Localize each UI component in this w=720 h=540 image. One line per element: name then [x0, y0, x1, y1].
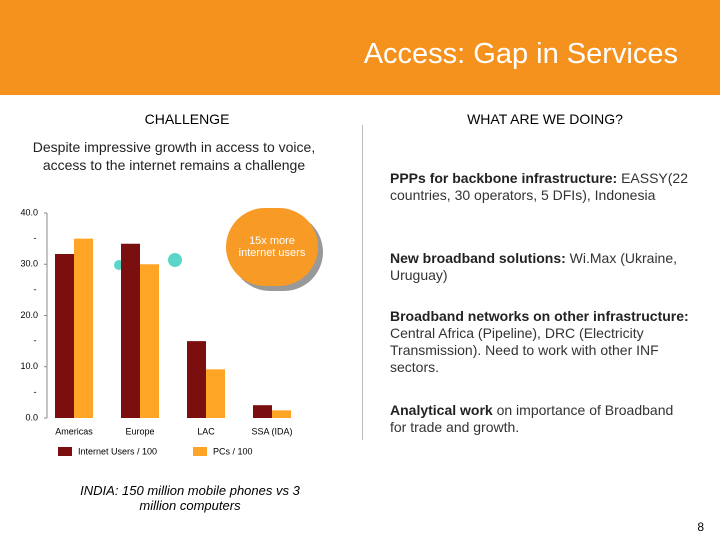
- x-tick-label: Europe: [125, 426, 154, 436]
- item-text: Wi.Max (Ukraine, Uruguay): [390, 250, 678, 283]
- y-minor-tick-label: -: [34, 387, 37, 397]
- action-item: Broadband networks on other infrastructu…: [390, 308, 690, 376]
- bar: [187, 341, 206, 418]
- action-item: PPPs for backbone infrastructure: EASSY(…: [390, 170, 690, 204]
- item-text: Central Africa (Pipeline), DRC (Electric…: [390, 325, 659, 375]
- x-tick-label: Americas: [55, 426, 93, 436]
- item-text: EASSY(22 countries, 30 operators, 5 DFIs…: [390, 170, 688, 203]
- bar: [121, 243, 140, 418]
- description: Despite impressive growth in access to v…: [32, 139, 316, 173]
- bar: [74, 238, 93, 418]
- action-item: New broadband solutions: Wi.Max (Ukraine…: [390, 250, 690, 284]
- y-minor-tick-label: -: [34, 284, 37, 294]
- y-tick-label: 10.0: [20, 361, 38, 371]
- slide-title: Access: Gap in Services: [363, 38, 678, 70]
- y-tick-label: 0.0: [25, 412, 38, 422]
- bar: [140, 264, 159, 418]
- bar: [272, 410, 291, 418]
- action-item: Analytical work on importance of Broadba…: [390, 402, 690, 436]
- bar: [55, 254, 74, 418]
- annotation: 15x more internet users: [226, 208, 318, 286]
- y-minor-tick-label: -: [34, 336, 37, 346]
- bar: [253, 405, 272, 418]
- decor: [168, 253, 182, 267]
- legend-label: PCs / 100: [213, 446, 253, 456]
- bar: [206, 369, 225, 418]
- item-label: Analytical work: [390, 402, 493, 418]
- y-minor-tick-label: -: [34, 233, 37, 243]
- y-tick-label: 30.0: [20, 259, 38, 269]
- right-heading: WHAT ARE WE DOING?: [467, 111, 623, 127]
- legend-swatch: [193, 447, 207, 456]
- item-label: PPPs for backbone infrastructure:: [390, 170, 618, 186]
- legend-label: Internet Users / 100: [78, 446, 157, 456]
- header-bar: Access: Gap in Services: [0, 0, 720, 95]
- divider: [362, 125, 363, 440]
- x-tick-label: LAC: [197, 426, 215, 436]
- item-text: on importance of Broadband for trade and…: [390, 402, 674, 435]
- y-tick-label: 20.0: [20, 310, 38, 320]
- item-label: New broadband solutions:: [390, 250, 566, 266]
- legend-swatch: [58, 447, 72, 456]
- page-number: 8: [697, 520, 704, 534]
- item-label: Broadband networks on other infrastructu…: [390, 308, 689, 324]
- x-tick-label: SSA (IDA): [251, 426, 292, 436]
- y-tick-label: 40.0: [20, 207, 38, 217]
- left-heading: CHALLENGE: [144, 111, 230, 127]
- footnote: INDIA: 150 million mobile phones vs 3 mi…: [80, 483, 300, 513]
